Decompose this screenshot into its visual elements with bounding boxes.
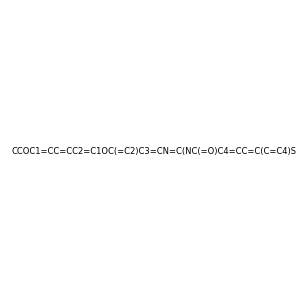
Text: CCOC1=CC=CC2=C1OC(=C2)C3=CN=C(NC(=O)C4=CC=C(C=C4)S: CCOC1=CC=CC2=C1OC(=C2)C3=CN=C(NC(=O)C4=C… (11, 147, 296, 156)
